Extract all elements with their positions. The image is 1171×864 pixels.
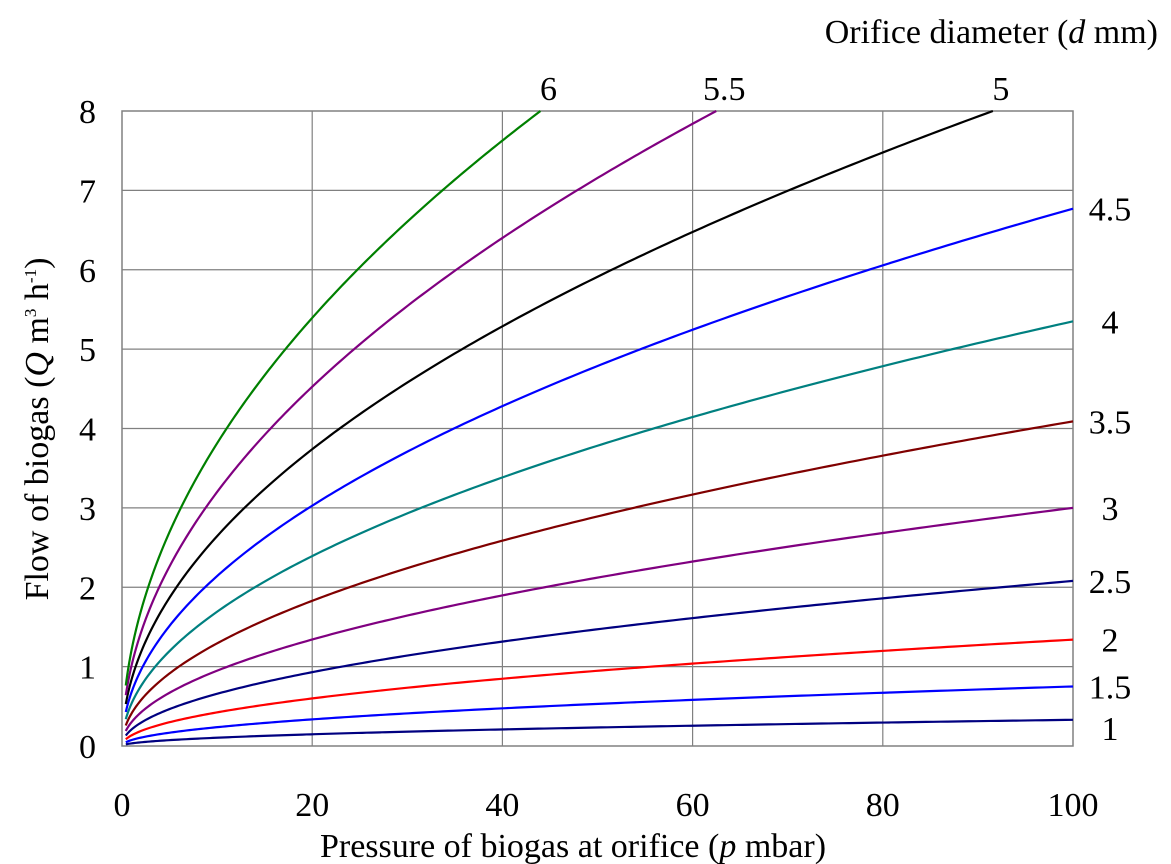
series-label: 3: [1102, 491, 1119, 528]
y-axis-title-prefix: Flow of biogas (: [19, 377, 56, 601]
series-line-2_5: [124, 579, 1074, 737]
y-axis-title-mid: h: [19, 283, 56, 309]
series-line-6: [124, 110, 542, 686]
series-label: 2.5: [1089, 564, 1132, 601]
y-axis-title-unit: m: [19, 317, 56, 352]
series-label: 1: [1102, 711, 1119, 748]
y-axis-title-suffix: ): [19, 258, 56, 269]
y-tick-label: 2: [79, 570, 96, 607]
x-tick-label: 0: [114, 787, 131, 824]
y-tick-label: 7: [79, 173, 96, 210]
series-label: 3.5: [1089, 404, 1132, 441]
series-label: 5.5: [703, 71, 746, 108]
series-lines: [124, 109, 1074, 746]
series-line-2: [125, 638, 1074, 741]
x-tick-label: 60: [676, 787, 710, 824]
y-tick-label: 0: [79, 729, 96, 766]
x-tick-labels: 0 20 40 60 80 100: [114, 787, 1099, 824]
x-axis-title-var: p: [717, 828, 736, 864]
series-line-5: [124, 109, 994, 705]
legend-title-var: d: [1068, 14, 1086, 51]
x-tick-label: 20: [295, 787, 329, 824]
series-line-1: [125, 718, 1074, 746]
y-tick-label: 4: [79, 412, 96, 449]
plot-area-border: [121, 110, 1074, 747]
x-tick-label: 40: [485, 787, 519, 824]
x-tick-label: 100: [1048, 787, 1099, 824]
series-line-4: [124, 320, 1074, 720]
series-label: 5: [992, 71, 1009, 108]
y-tick-label: 5: [79, 332, 96, 369]
y-axis-title-var: Q: [19, 352, 56, 377]
legend-title: Orifice diameter (d mm): [825, 14, 1158, 51]
y-tick-labels: 0 1 2 3 4 5 6 7 8: [79, 94, 96, 766]
series-label: 6: [540, 71, 557, 108]
series-line-5_5: [124, 110, 717, 696]
series-label: 1.5: [1089, 669, 1132, 706]
y-tick-label: 1: [79, 650, 96, 687]
series-label: 4.5: [1089, 192, 1132, 229]
series-line-3: [124, 506, 1074, 732]
grid: [122, 111, 1073, 746]
series-labels: 1 1.5 2 2.5 3 3.5 4 4.5 5 5.5 6: [540, 71, 1131, 748]
x-axis-title: Pressure of biogas at orifice (p mbar): [320, 828, 826, 864]
legend-title-prefix: Orifice diameter (: [825, 14, 1069, 51]
y-axis-title-sup1: 3: [21, 309, 40, 318]
series-line-4_5: [124, 207, 1074, 713]
series-label: 4: [1102, 304, 1119, 341]
legend-title-suffix: mm): [1085, 14, 1158, 51]
x-axis-title-suffix: mbar): [736, 828, 826, 864]
x-tick-label: 80: [866, 787, 900, 824]
series-line-1_5: [125, 685, 1074, 744]
x-axis-title-prefix: Pressure of biogas at orifice (: [320, 828, 719, 864]
series-label: 2: [1102, 623, 1119, 660]
y-tick-label: 6: [79, 253, 96, 290]
y-axis-title-sup2: -1: [21, 269, 40, 283]
series-line-3_5: [124, 420, 1074, 726]
y-axis-title: Flow of biogas (Q m3 h-1): [19, 258, 56, 601]
y-tick-label: 3: [79, 491, 96, 528]
y-tick-label: 8: [79, 94, 96, 131]
